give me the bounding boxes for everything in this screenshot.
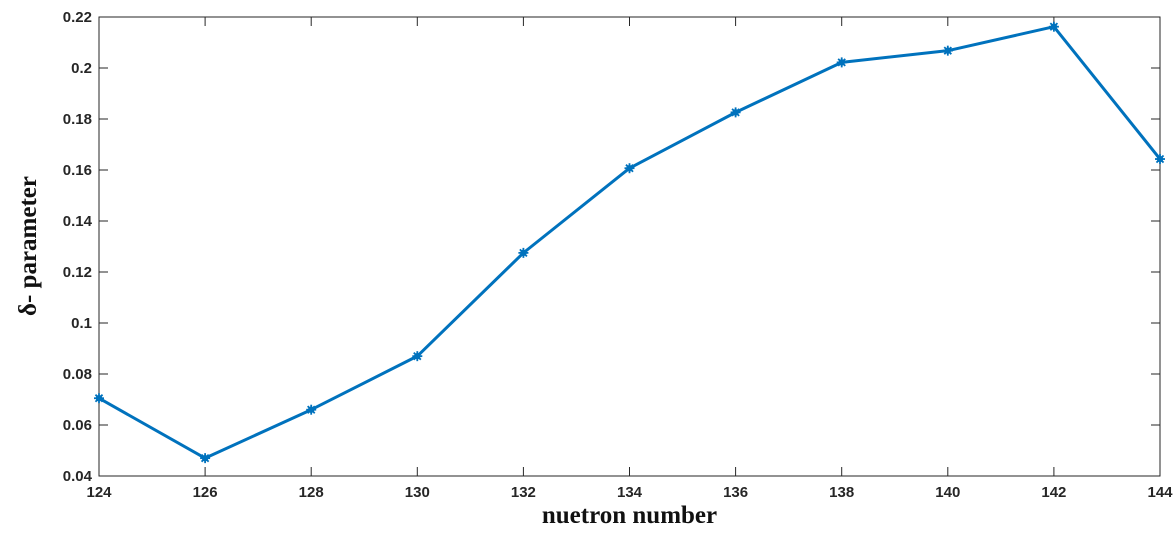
- x-tick-label: 124: [86, 484, 112, 501]
- data-point: [306, 404, 317, 415]
- plot-area: [98, 16, 1161, 477]
- y-tick-label: 0.1: [71, 315, 92, 332]
- data-point: [1048, 21, 1059, 32]
- y-tick-label: 0.18: [63, 111, 92, 128]
- x-tick-label: 138: [829, 484, 854, 501]
- data-point: [836, 57, 847, 68]
- y-tick-label: 0.22: [63, 9, 92, 26]
- data-point: [624, 163, 635, 174]
- x-tick-label: 128: [299, 484, 324, 501]
- y-tick-label: 0.12: [63, 264, 92, 281]
- y-tick-label: 0.04: [63, 468, 93, 485]
- x-tick-label: 134: [617, 484, 643, 501]
- data-point: [942, 45, 953, 56]
- y-tick-label: 0.14: [63, 213, 93, 230]
- y-tick-label: 0.06: [63, 417, 92, 434]
- data-point: [1155, 154, 1165, 165]
- x-tick-label: 126: [193, 484, 218, 501]
- x-tick-label: 142: [1041, 484, 1066, 501]
- y-axis-title: δ- parameter: [15, 176, 42, 316]
- x-axis: 124 126 128 130 132 134 136 138 140 142 144: [86, 17, 1173, 501]
- x-tick-label: 130: [405, 484, 430, 501]
- data-point: [94, 393, 104, 404]
- y-axis: 0.04 0.06 0.08 0.1 0.12 0.14 0.16 0.18 0.2 0.22: [63, 9, 1160, 485]
- x-tick-label: 136: [723, 484, 748, 501]
- y-tick-label: 0.16: [63, 162, 92, 179]
- series-layer: [94, 21, 1165, 464]
- data-point: [200, 453, 211, 464]
- x-tick-label: 132: [511, 484, 536, 501]
- y-tick-label: 0.2: [71, 60, 92, 77]
- y-tick-label: 0.08: [63, 366, 92, 383]
- x-tick-label: 144: [1147, 484, 1173, 501]
- data-point: [412, 351, 423, 362]
- x-tick-label: 140: [935, 484, 960, 501]
- x-axis-title: nuetron number: [542, 502, 717, 529]
- data-point: [518, 247, 529, 258]
- data-point: [730, 107, 741, 118]
